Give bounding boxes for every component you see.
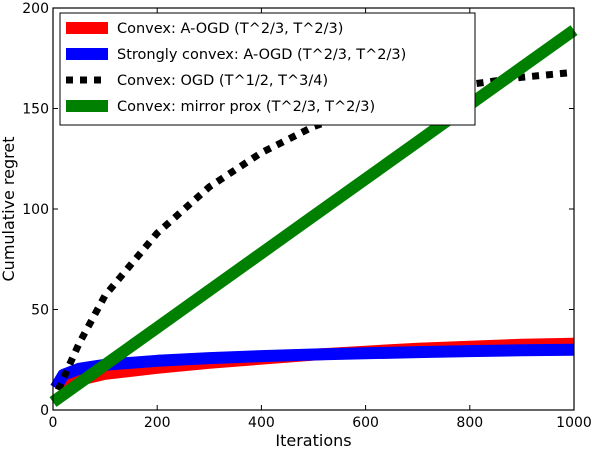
legend-label-4: Convex: mirror prox (T^2/3, T^2/3) xyxy=(117,99,375,115)
y-axis-label: Cumulative regret xyxy=(0,137,18,282)
y-tick-label: 100 xyxy=(22,202,49,218)
x-tick-label: 600 xyxy=(352,415,379,431)
y-tick-label: 50 xyxy=(31,303,49,319)
legend-box xyxy=(59,12,476,126)
x-tick-label: 400 xyxy=(248,415,275,431)
legend-label-2: Strongly convex: A-OGD (T^2/3, T^2/3) xyxy=(117,47,406,63)
series-line-2 xyxy=(50,343,575,391)
x-axis-label: Iterations xyxy=(275,431,351,450)
y-tick-label: 200 xyxy=(22,1,49,17)
series-layer xyxy=(49,25,578,407)
legend-label-1: Convex: A-OGD (T^2/3, T^2/3) xyxy=(117,21,343,37)
series-line-4 xyxy=(49,25,578,407)
series-line-3 xyxy=(55,68,575,392)
x-tick-label: 200 xyxy=(144,415,171,431)
x-tick-label: 800 xyxy=(456,415,483,431)
y-tick-label: 0 xyxy=(40,403,49,419)
ticks-layer: 0 200 400 600 800 1000 0 50 100 150 200 xyxy=(22,1,592,431)
y-tick-label: 150 xyxy=(22,102,49,118)
legend-label-3: Convex: OGD (T^1/2, T^3/4) xyxy=(117,73,328,89)
x-tick-label: 0 xyxy=(49,415,58,431)
legend: Convex: A-OGD (T^2/3, T^2/3) Strongly con… xyxy=(59,12,476,126)
x-tick-label: 1000 xyxy=(556,415,592,431)
